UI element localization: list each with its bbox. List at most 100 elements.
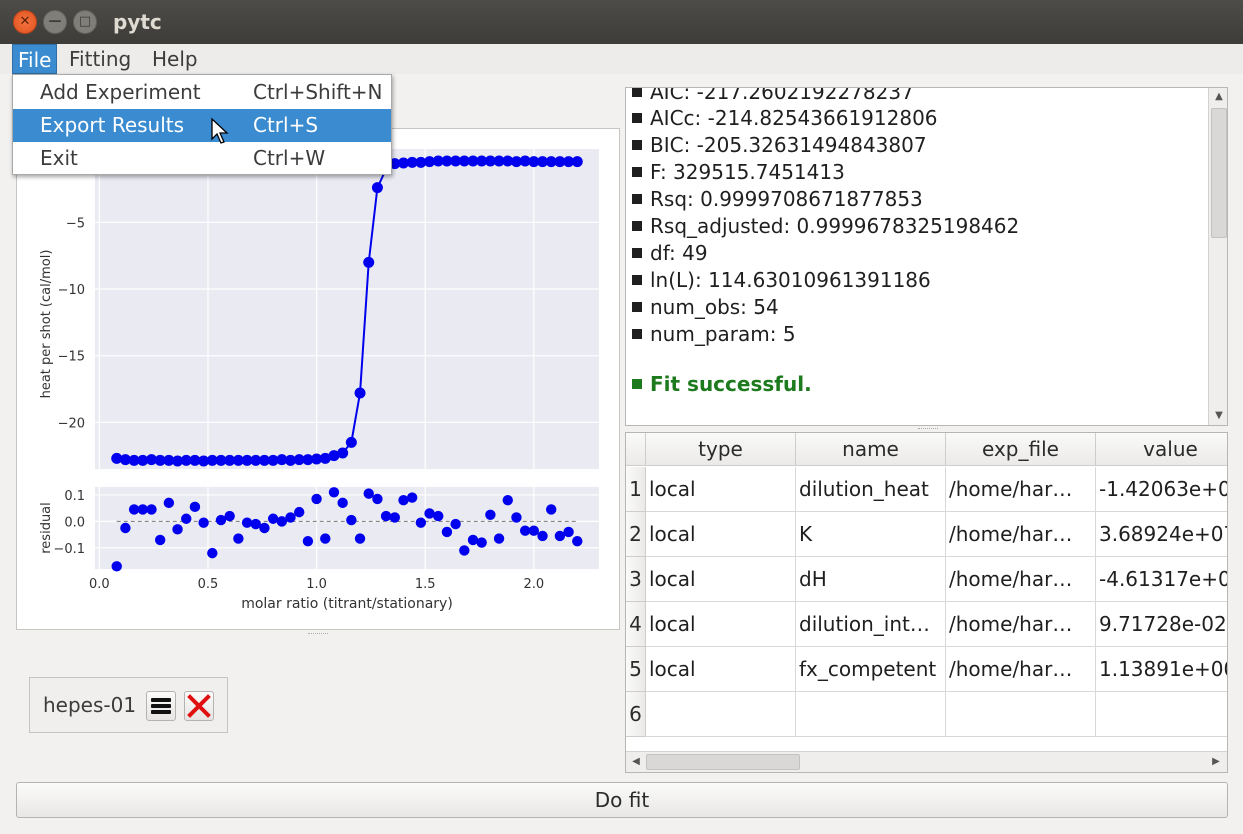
table-cell-value[interactable]: 1.13891e+00 xyxy=(1096,647,1227,692)
column-header-name[interactable]: name xyxy=(796,433,946,466)
table-cell-name[interactable] xyxy=(796,692,946,737)
table-horizontal-scrollbar[interactable]: ◀ ▶ xyxy=(626,751,1227,772)
minimize-icon[interactable]: — xyxy=(43,10,67,34)
stat-line: AIC: -217.2602192278237 xyxy=(632,87,914,104)
menu-help[interactable]: Help xyxy=(152,47,198,71)
data-point xyxy=(163,454,175,466)
residual-point xyxy=(276,516,288,527)
table-cell-exp-file[interactable] xyxy=(946,692,1096,737)
data-point xyxy=(345,436,357,448)
data-point xyxy=(189,454,201,466)
table-cell-value[interactable] xyxy=(1096,692,1227,737)
y-axis-label: heat per shot (cal/mol) xyxy=(39,250,54,399)
residual-point xyxy=(120,522,131,534)
column-header-value[interactable]: value xyxy=(1096,433,1227,466)
residual-point xyxy=(389,512,400,523)
table-cell-type[interactable] xyxy=(646,692,796,737)
stat-text: AICc: -214.82543661912806 xyxy=(650,106,938,130)
row-header[interactable]: 6 xyxy=(626,692,646,737)
table-cell-name[interactable]: dH xyxy=(796,557,946,602)
bullet-square-icon xyxy=(632,113,642,123)
table-cell-type[interactable]: local xyxy=(646,467,796,512)
scrollbar-thumb[interactable] xyxy=(1211,108,1227,238)
y-tick-label: −15 xyxy=(58,350,85,365)
maximize-icon[interactable]: □ xyxy=(73,10,97,34)
table-cell-name[interactable]: dilution_heat xyxy=(796,467,946,512)
scroll-right-icon[interactable]: ▶ xyxy=(1212,756,1220,767)
table-cell-type[interactable]: local xyxy=(646,557,796,602)
row-header[interactable]: 5 xyxy=(626,647,646,692)
menu-fitting[interactable]: Fitting xyxy=(69,47,132,71)
menu-item-label: Add Experiment xyxy=(40,80,201,104)
table-cell-exp-file[interactable]: /home/har… xyxy=(946,602,1096,647)
row-header[interactable]: 1 xyxy=(626,467,646,512)
stat-text: ln(L): 114.63010961391186 xyxy=(650,268,931,292)
table-cell-exp-file[interactable]: /home/har… xyxy=(946,467,1096,512)
stats-vertical-scrollbar[interactable]: ▲ ▼ xyxy=(1208,88,1227,425)
scrollbar-thumb[interactable] xyxy=(646,754,800,770)
stat-text: num_param: 5 xyxy=(650,322,796,346)
data-point xyxy=(432,155,444,167)
table-cell-name[interactable]: K xyxy=(796,512,946,557)
vertical-splitter-handle[interactable] xyxy=(308,633,328,636)
table-cell-value[interactable]: 3.68924e+07 xyxy=(1096,512,1227,557)
table-cell-exp-file[interactable]: /home/har… xyxy=(946,647,1096,692)
menu-item-exit[interactable]: Exit Ctrl+W xyxy=(13,142,391,175)
menu-item-export-results[interactable]: Export Results Ctrl+S xyxy=(13,109,391,142)
table-cell-exp-file[interactable]: /home/har… xyxy=(946,512,1096,557)
experiment-delete-button[interactable] xyxy=(184,691,214,721)
scroll-left-icon[interactable]: ◀ xyxy=(632,756,640,767)
data-point xyxy=(311,453,323,465)
table-cell-name[interactable]: dilution_int… xyxy=(796,602,946,647)
y-tick-label: −20 xyxy=(58,416,85,431)
table-cell-exp-file[interactable]: /home/har… xyxy=(946,557,1096,602)
data-point xyxy=(397,157,409,169)
row-header[interactable]: 4 xyxy=(626,602,646,647)
table-cell-name[interactable]: fx_competent xyxy=(796,647,946,692)
residual-point xyxy=(563,526,574,538)
itc-chart: 0.0 0.5 1.0 1.5 2.0 −5 −10 −15 −20 0.1 0.0 −0.1 mola… xyxy=(39,149,599,612)
scroll-down-icon[interactable]: ▼ xyxy=(1215,410,1223,421)
scroll-up-icon[interactable]: ▲ xyxy=(1215,91,1223,102)
column-header-type[interactable]: type xyxy=(646,433,796,466)
bullet-square-icon xyxy=(632,302,642,312)
stat-text: AIC: -217.2602192278237 xyxy=(650,87,914,104)
fit-stats-textbox[interactable]: AIC: -217.2602192278237 AICc: -214.825436… xyxy=(625,87,1228,426)
menu-item-add-experiment[interactable]: Add Experiment Ctrl+Shift+N xyxy=(13,76,391,109)
horizontal-splitter-handle[interactable] xyxy=(918,428,938,431)
data-point xyxy=(128,454,140,466)
data-point xyxy=(554,156,566,168)
row-header[interactable]: 3 xyxy=(626,557,646,602)
menu-file[interactable]: File xyxy=(12,44,58,74)
table-cell-type[interactable]: local xyxy=(646,602,796,647)
data-point xyxy=(180,454,192,466)
data-point xyxy=(224,454,236,466)
table-cell-value[interactable]: 9.71728e-02 xyxy=(1096,602,1227,647)
do-fit-button[interactable]: Do fit xyxy=(16,782,1228,818)
residual-point xyxy=(433,510,444,522)
residual-point xyxy=(406,492,418,503)
residual-point xyxy=(163,497,175,509)
experiment-menu-button[interactable] xyxy=(146,691,176,721)
x-tick-label: 0.0 xyxy=(89,577,110,592)
residual-point xyxy=(354,533,366,544)
table-cell-type[interactable]: local xyxy=(646,512,796,557)
table-cell-value[interactable]: -1.42063e+03 xyxy=(1096,467,1227,512)
residual-point xyxy=(328,487,340,498)
column-header-exp-file[interactable]: exp_file xyxy=(946,433,1096,466)
data-point xyxy=(458,155,470,167)
table-cell-type[interactable]: local xyxy=(646,647,796,692)
row-header[interactable]: 2 xyxy=(626,512,646,557)
data-point xyxy=(267,454,279,466)
residual-point xyxy=(502,495,513,506)
bullet-square-icon xyxy=(632,329,642,339)
close-icon[interactable]: ✕ xyxy=(13,10,37,34)
data-point xyxy=(276,454,288,466)
residual-tick-label: 0.1 xyxy=(64,489,85,504)
residual-point xyxy=(493,533,505,544)
residual-point xyxy=(459,545,470,556)
residual-point xyxy=(189,501,201,513)
table-cell-value[interactable]: -4.61317e+03 xyxy=(1096,557,1227,602)
title-bar: ✕ — □ pytc xyxy=(0,0,1243,44)
residual-point xyxy=(181,513,192,524)
